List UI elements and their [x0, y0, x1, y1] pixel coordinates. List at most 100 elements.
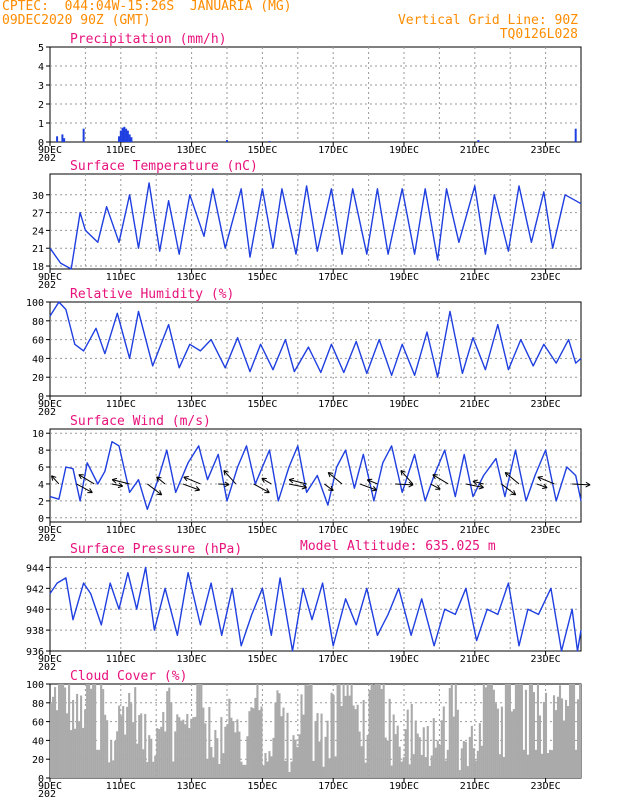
cloud-bar	[474, 760, 477, 778]
y-tick-label: 4	[38, 480, 44, 491]
cloud-bar	[386, 740, 389, 778]
wind-arrowhead	[408, 481, 414, 488]
cloud-bar	[196, 684, 199, 778]
cloud-bar	[430, 755, 433, 778]
cloud-bar	[84, 709, 87, 778]
cloud-bar	[110, 740, 113, 778]
panel-title: Surface Wind (m/s)	[70, 414, 211, 429]
cloud-bar	[120, 715, 123, 778]
precip-bar	[61, 134, 64, 142]
wind-arrow	[289, 479, 307, 485]
cloud-bar	[310, 684, 313, 778]
series-line	[49, 566, 582, 652]
wind-arrow	[51, 475, 60, 485]
cloud-bar	[482, 684, 485, 778]
wind-arrow	[359, 483, 377, 491]
cloud-bar	[124, 734, 127, 778]
cloud-bar	[62, 684, 65, 778]
cloud-bar	[182, 719, 185, 778]
x-tick-label: 23DEC	[531, 399, 561, 410]
cloud-bar	[398, 746, 401, 778]
cloud-bar	[524, 689, 527, 778]
y-tick-label: 2	[38, 497, 44, 508]
y-tick-label: 80	[32, 699, 44, 710]
precip-bar	[574, 128, 577, 142]
wind-arrow	[182, 483, 200, 491]
cloud-bar	[220, 717, 223, 778]
cloud-bar	[406, 709, 409, 778]
x-subtick: 202	[38, 407, 56, 418]
cloud-bar	[68, 684, 71, 778]
cloud-bar	[278, 693, 281, 778]
cloud-bar	[50, 703, 53, 778]
cloud-bar	[150, 738, 153, 778]
cloud-bar	[148, 735, 151, 778]
wind-arrowhead	[472, 479, 478, 486]
cloud-bar	[420, 754, 423, 778]
cloud-bar	[366, 734, 369, 778]
cloud-bar	[90, 688, 93, 778]
cloud-bar	[546, 753, 550, 778]
cloud-bar	[532, 692, 536, 778]
header-code: TQ0126L028	[499, 27, 578, 42]
cloud-bar	[100, 684, 103, 778]
cloud-bar	[92, 684, 95, 778]
cloud-bar	[412, 754, 415, 778]
cloud-bar	[346, 684, 349, 778]
x-tick-label: 19DEC	[389, 525, 419, 536]
x-tick-label: 15DEC	[247, 399, 277, 410]
cloud-bar	[444, 760, 447, 778]
wind-arrowhead	[264, 488, 270, 494]
cloud-bar	[484, 687, 487, 778]
cloud-bar	[94, 684, 97, 778]
cloud-bar	[224, 726, 227, 778]
x-tick-label: 21DEC	[460, 654, 490, 665]
cloud-bar	[368, 690, 371, 778]
x-tick-label: 13DEC	[177, 272, 207, 283]
cloud-bar	[290, 761, 293, 778]
cloud-bar	[198, 684, 201, 778]
cloud-bar	[264, 752, 267, 778]
cloud-bar	[364, 762, 367, 778]
cloud-bar	[382, 684, 385, 778]
cloud-bar	[350, 684, 353, 778]
cloud-bar	[578, 684, 582, 778]
y-tick-label: 40	[32, 736, 44, 747]
cloud-bar	[394, 734, 397, 778]
x-tick-label: 19DEC	[389, 145, 419, 156]
cloud-bar	[112, 760, 115, 778]
wind-arrow	[367, 479, 378, 485]
cloud-bar	[360, 746, 363, 778]
cloud-bar	[440, 720, 443, 778]
x-tick-label: 19DEC	[389, 654, 419, 665]
wind-arrowhead	[223, 470, 229, 476]
wind-arrowhead	[156, 490, 163, 496]
precip-bar	[121, 127, 124, 142]
y-tick-label: 944	[26, 563, 44, 574]
cloud-bar	[564, 700, 568, 778]
cloud-bar	[486, 684, 489, 778]
y-tick-label: 21	[32, 244, 44, 255]
cloud-bar	[488, 684, 491, 778]
cloud-bar	[480, 745, 483, 778]
precip-bar	[118, 136, 121, 142]
cloud-bar	[528, 684, 532, 778]
header-grid-note: Vertical Grid Line: 90Z	[397, 13, 578, 28]
wind-arrow	[261, 477, 272, 485]
y-tick-label: 938	[26, 626, 44, 637]
y-tick-label: 0	[38, 392, 44, 403]
precip-bar	[226, 140, 228, 142]
x-subtick: 202	[38, 280, 56, 291]
x-tick-label: 17DEC	[318, 272, 348, 283]
panel-title: Surface Temperature (nC)	[70, 159, 258, 174]
cloud-bar	[98, 749, 101, 778]
cloud-bar	[114, 740, 117, 778]
cloud-bar	[168, 687, 171, 778]
x-tick-label: 21DEC	[460, 272, 490, 283]
wind-arrow	[324, 483, 334, 492]
cloud-bar	[212, 757, 215, 778]
cloud-bar	[408, 764, 411, 778]
cloud-bar	[518, 684, 521, 778]
y-tick-label: 4	[38, 62, 44, 73]
